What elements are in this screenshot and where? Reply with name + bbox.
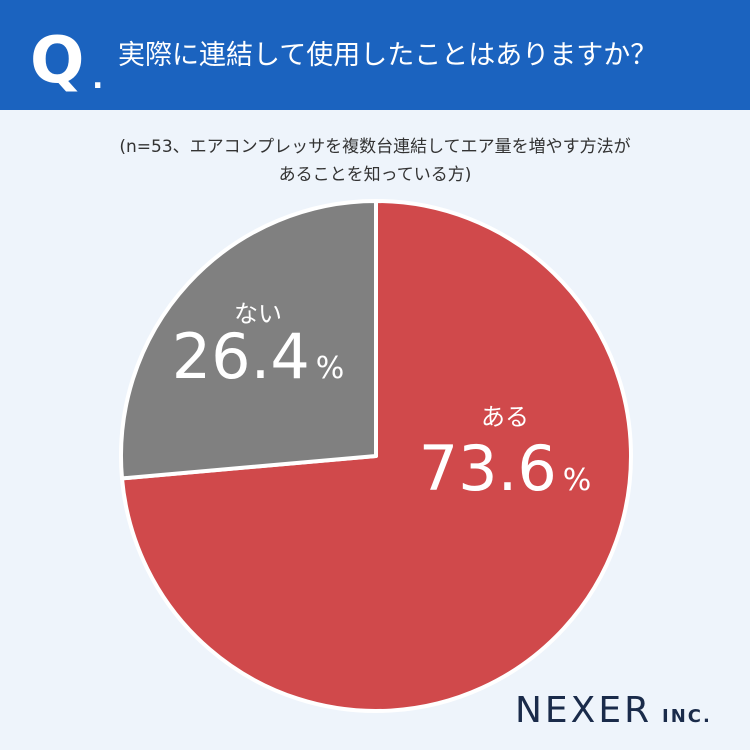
slice-unit: % xyxy=(563,463,592,498)
q-dot: . xyxy=(92,61,103,96)
subtitle: (n=53、エアコンプレッサを複数台連結してエア量を増やす方法が xyxy=(119,137,630,157)
slice-category: ある xyxy=(481,403,529,431)
slice-category: ない xyxy=(234,300,282,328)
question: 実際に連結して使用したことはありますか？ xyxy=(118,40,657,71)
brand-name: NEXER xyxy=(515,690,652,731)
slice-value: 73.6 xyxy=(419,432,557,505)
slice-value-label: 26.4% xyxy=(172,320,345,393)
brand-suffix: INC. xyxy=(662,706,712,727)
slice-unit: % xyxy=(316,351,345,386)
subtitle: あることを知っている方) xyxy=(279,165,472,185)
pie-slice xyxy=(119,199,378,481)
slice-value: 26.4 xyxy=(172,320,310,393)
q-mark: Q xyxy=(30,24,84,98)
slice-value-label: 73.6% xyxy=(419,432,592,505)
header-band xyxy=(0,0,750,110)
